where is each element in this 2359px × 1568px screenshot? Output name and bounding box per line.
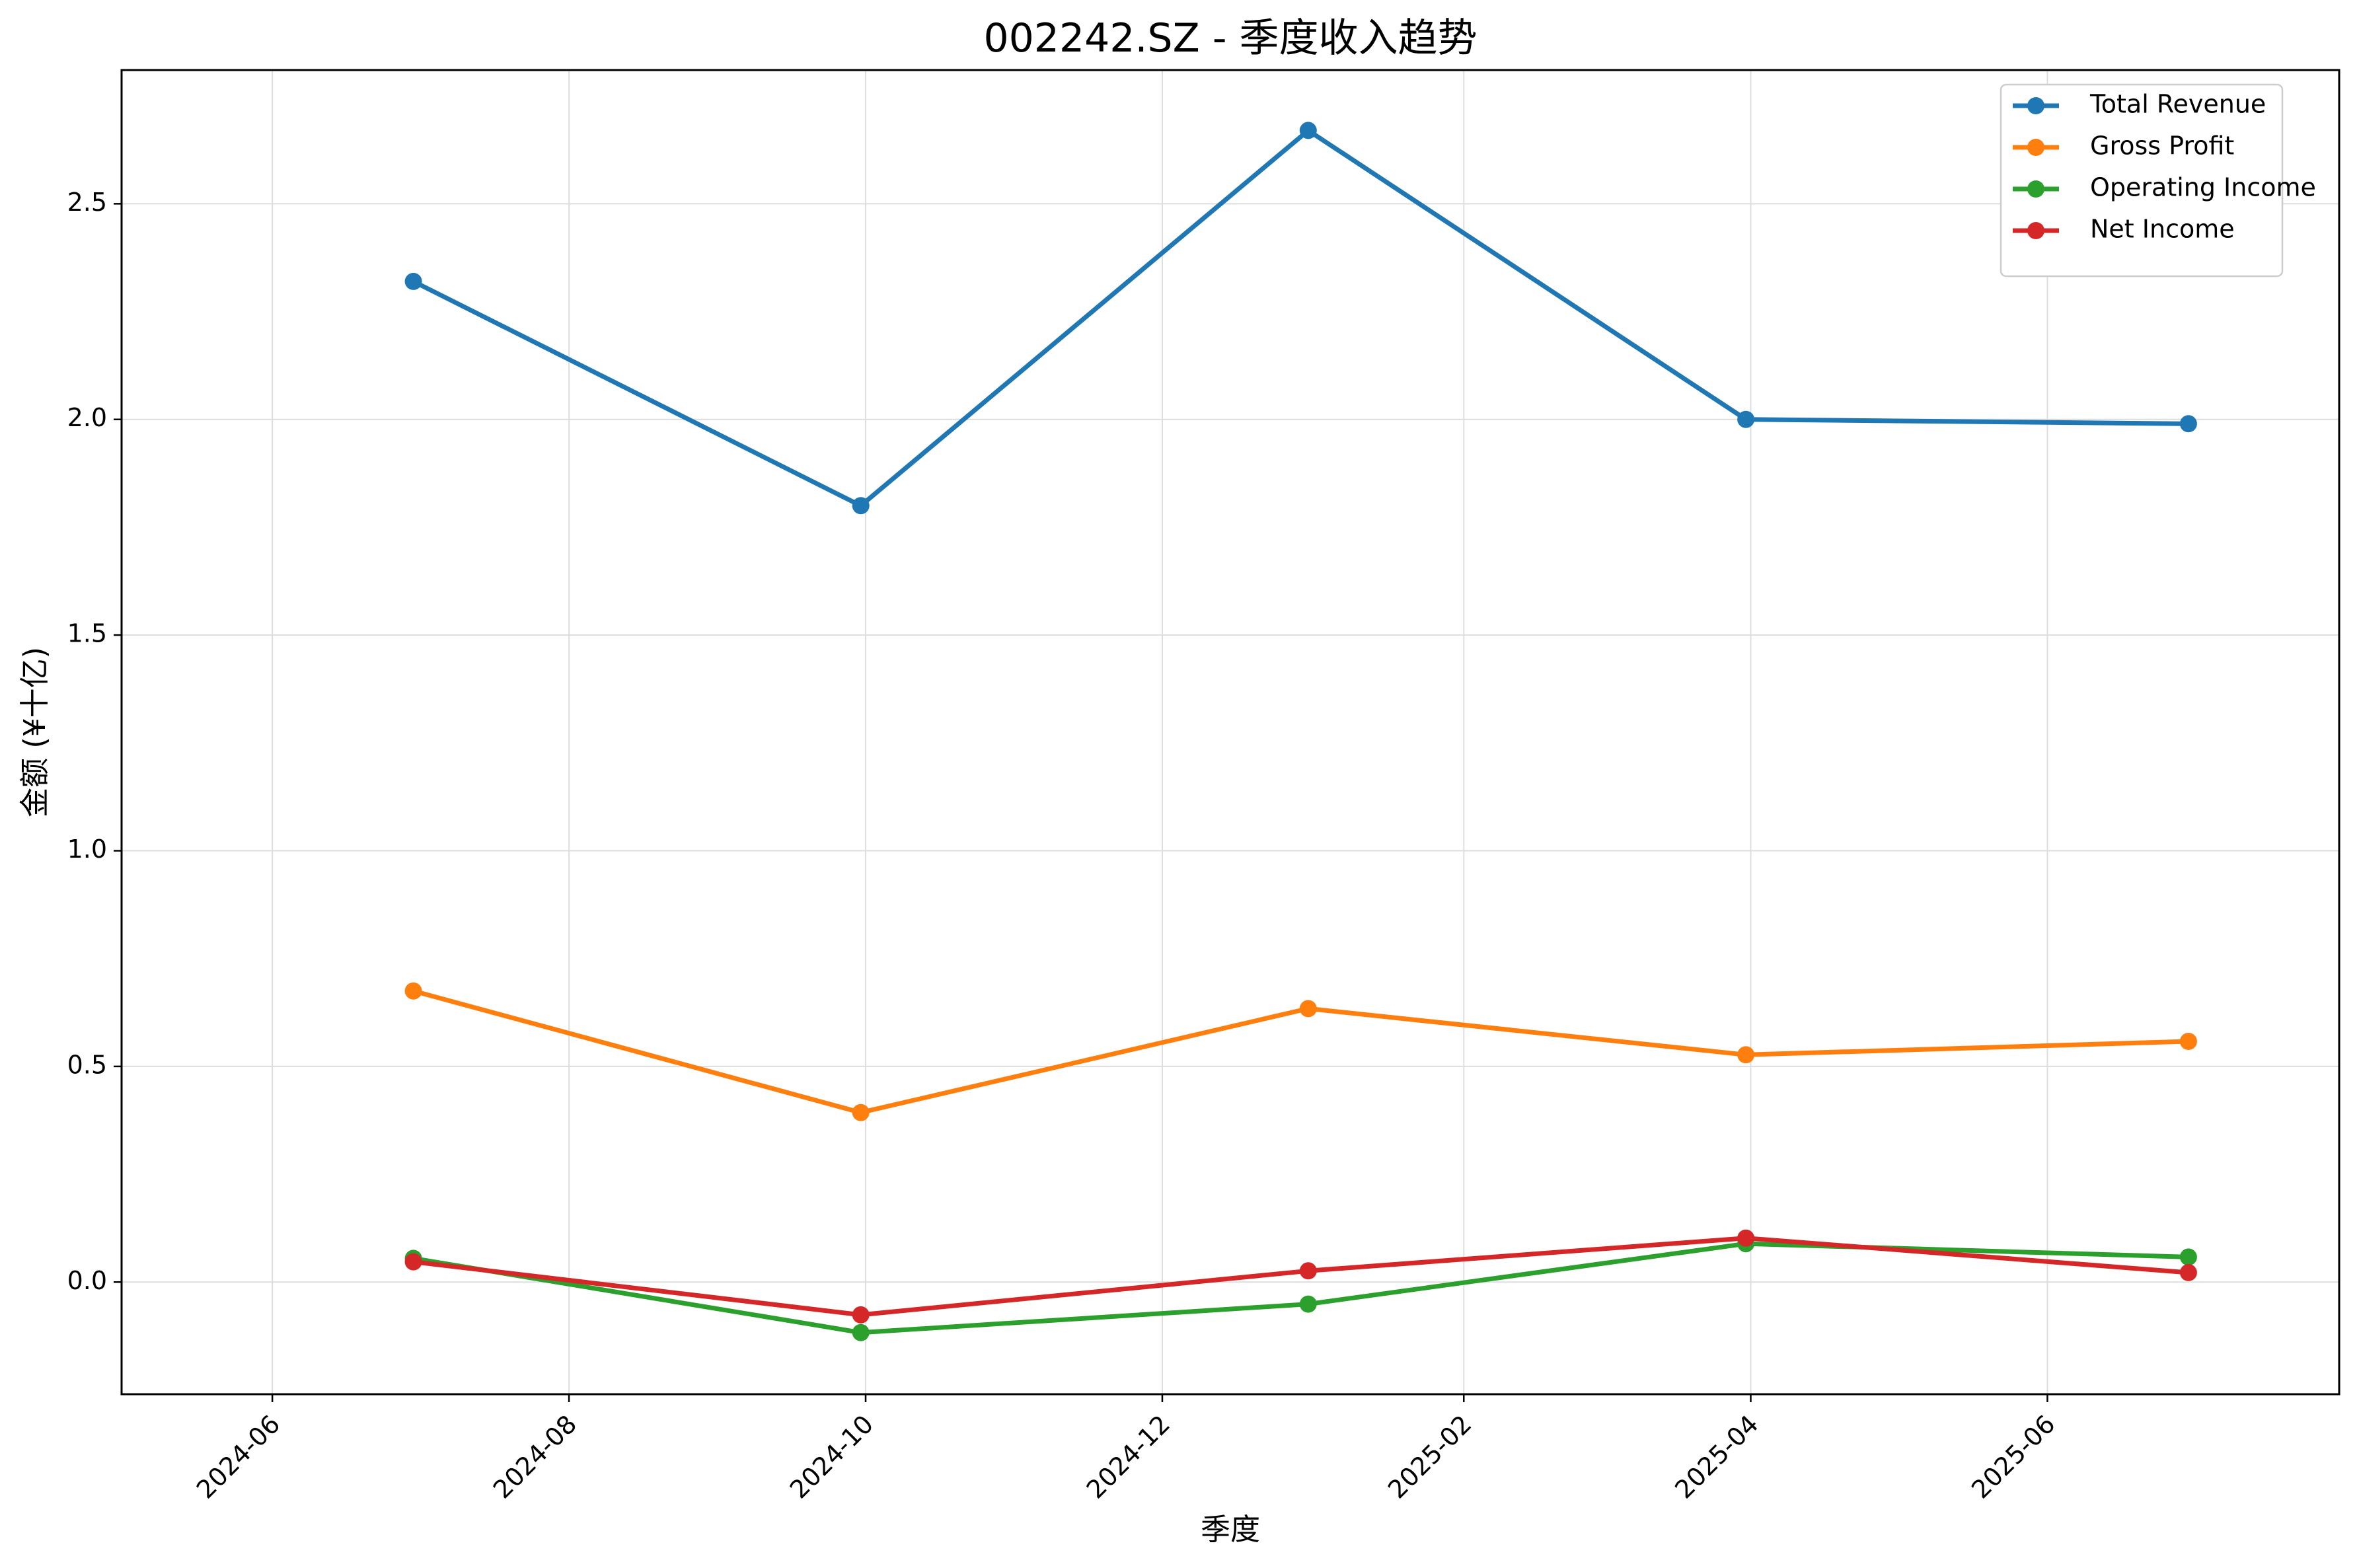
gross-profit-point <box>404 982 422 1000</box>
gross-profit-point <box>1299 1000 1317 1018</box>
legend-label: Gross Profit <box>2090 131 2234 161</box>
total-revenue-point <box>404 272 422 290</box>
series-net-income <box>404 1229 2197 1324</box>
series-total-revenue <box>404 122 2197 515</box>
gross-profit-point <box>1737 1046 1755 1064</box>
y-tick-label: 0.5 <box>67 1050 107 1079</box>
plot-frame <box>120 69 2340 1396</box>
operating-income-point <box>852 1324 870 1341</box>
total-revenue-point <box>1737 410 1755 428</box>
y-tick-label: 2.5 <box>67 188 107 217</box>
net-income-point <box>1737 1229 1755 1247</box>
legend-item-net-income: Net Income <box>2013 215 2235 244</box>
legend-label: Operating Income <box>2090 173 2316 202</box>
total-revenue-point <box>1299 122 1317 139</box>
operating-income-point <box>2179 1248 2197 1266</box>
net-income-point <box>2179 1263 2197 1281</box>
legend-box <box>2000 83 2284 278</box>
legend-swatch-marker <box>2027 222 2044 239</box>
gross-profit-point <box>2179 1033 2197 1050</box>
y-tick-label: 1.0 <box>67 835 107 864</box>
legend: Total Revenue Gross Profit Operating Incom… <box>2000 83 2316 278</box>
series-gross-profit <box>404 982 2197 1121</box>
y-tick-label: 2.0 <box>67 403 107 432</box>
net-income-point <box>404 1253 422 1271</box>
total-revenue-point <box>852 497 870 515</box>
y-axis-label: 金额 (¥十亿) <box>17 647 52 817</box>
y-tick-label: 1.5 <box>67 619 107 648</box>
chart-title: 002242.SZ - 季度收入趋势 <box>983 15 1477 61</box>
legend-swatch-marker <box>2027 139 2044 156</box>
net-income-point <box>852 1306 870 1324</box>
legend-item-operating-income: Operating Income <box>2013 173 2316 202</box>
gross-profit-point <box>852 1103 870 1121</box>
x-axis-label: 季度 <box>1201 1512 1260 1547</box>
legend-swatch-marker <box>2027 97 2044 114</box>
legend-label: Net Income <box>2090 215 2235 244</box>
net-income-point <box>1299 1262 1317 1280</box>
total-revenue-point <box>2179 415 2197 433</box>
legend-item-total-revenue: Total Revenue <box>2013 90 2266 119</box>
grid <box>122 70 2339 1394</box>
legend-item-gross-profit: Gross Profit <box>2013 131 2234 161</box>
operating-income-point <box>1299 1295 1317 1313</box>
legend-label: Total Revenue <box>2089 90 2266 119</box>
y-axis: 0.0 0.5 1.0 1.5 2.0 2.5 <box>67 188 122 1295</box>
y-tick-label: 0.0 <box>67 1266 107 1295</box>
legend-swatch-marker <box>2027 180 2044 198</box>
series-group <box>404 122 2197 1341</box>
